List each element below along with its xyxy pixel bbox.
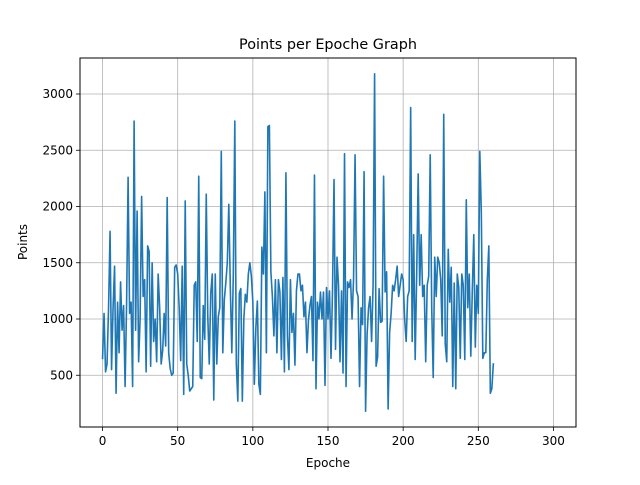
- y-tick-label: 2000: [42, 200, 73, 214]
- series-line: [101, 72, 495, 413]
- y-tick-label: 3000: [42, 87, 73, 101]
- y-axis-label: Points: [16, 224, 30, 260]
- x-tick-label: 0: [99, 434, 107, 448]
- x-tick-label: 200: [392, 434, 415, 448]
- x-tick-label: 50: [170, 434, 185, 448]
- x-axis-label: Epoche: [306, 456, 350, 470]
- y-tick-label: 500: [50, 368, 73, 382]
- x-tick-label: 250: [467, 434, 490, 448]
- x-tick-label: 100: [241, 434, 264, 448]
- chart-title: Points per Epoche Graph: [239, 37, 417, 53]
- x-tick-label: 150: [317, 434, 340, 448]
- x-tick-label: 300: [542, 434, 565, 448]
- y-tick-label: 1000: [42, 312, 73, 326]
- y-tick-label: 1500: [42, 256, 73, 270]
- ticks: 0 50 100 150 200 250 300 500 1000 1500 2000 2500 300…: [42, 87, 564, 448]
- series-layer: [101, 72, 495, 413]
- y-tick-label: 2500: [42, 143, 73, 157]
